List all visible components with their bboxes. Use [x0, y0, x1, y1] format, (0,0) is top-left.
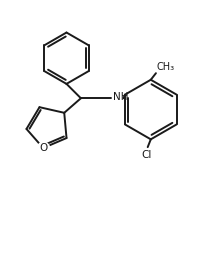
- Text: O: O: [39, 143, 47, 153]
- Text: Cl: Cl: [141, 150, 151, 160]
- Text: NH: NH: [113, 92, 128, 102]
- Text: CH₃: CH₃: [156, 62, 174, 72]
